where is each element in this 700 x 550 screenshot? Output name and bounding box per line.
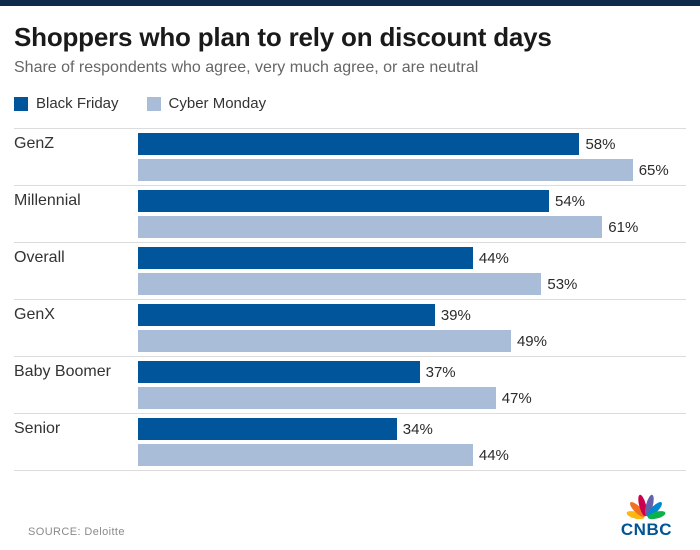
bar-line: 61% bbox=[138, 216, 686, 238]
bar-value-label: 44% bbox=[478, 446, 509, 464]
cnbc-wordmark: CNBC bbox=[620, 520, 672, 539]
bar-value-label: 54% bbox=[555, 192, 586, 210]
content: Shoppers who plan to rely on discount da… bbox=[0, 6, 700, 550]
legend: Black Friday Cyber Monday bbox=[14, 95, 686, 112]
black-friday-swatch bbox=[14, 96, 28, 111]
bar-value-label: 44% bbox=[478, 249, 509, 267]
black-friday-bar bbox=[138, 361, 420, 383]
black-friday-bar bbox=[138, 418, 397, 440]
bar-group: 37% 47% bbox=[138, 361, 686, 409]
bar-line: 47% bbox=[138, 387, 686, 409]
cnbc-peacock-icon bbox=[627, 494, 666, 520]
bar-value-label: 53% bbox=[547, 275, 578, 293]
bar-value-label: 47% bbox=[501, 389, 532, 407]
category-label: Baby Boomer bbox=[14, 363, 111, 380]
bar-value-label: 65% bbox=[638, 161, 669, 179]
bar-group: 44% 53% bbox=[138, 247, 686, 295]
bar-line: 34% bbox=[138, 418, 686, 440]
top-accent-bar bbox=[0, 0, 700, 6]
cnbc-brand: CNBC bbox=[621, 492, 672, 538]
bar-line: 44% bbox=[138, 444, 686, 466]
black-friday-bar bbox=[138, 304, 435, 326]
bar-group: 39% 49% bbox=[138, 304, 686, 352]
bar-line: 37% bbox=[138, 361, 686, 383]
chart-row: Millennial 54% 61% bbox=[14, 185, 686, 242]
chart-subtitle: Share of respondents who agree, very muc… bbox=[14, 59, 479, 76]
cyber-monday-bar bbox=[138, 330, 511, 352]
category-label: Senior bbox=[14, 420, 61, 437]
bar-value-label: 61% bbox=[608, 218, 639, 236]
cyber-monday-bar bbox=[138, 159, 633, 181]
cyber-monday-bar bbox=[138, 273, 542, 295]
bar-value-label: 49% bbox=[516, 332, 547, 350]
bar-group: 58% 65% bbox=[138, 133, 686, 181]
source-note: SOURCE: Deloitte bbox=[28, 526, 125, 538]
legend-label: Black Friday bbox=[36, 95, 119, 112]
bar-group: 54% 61% bbox=[138, 190, 686, 238]
chart-rows: GenZ 58% 65% Millennial 54% 61% Overall 44% 53% G… bbox=[14, 128, 686, 471]
bar-line: 39% bbox=[138, 304, 686, 326]
black-friday-bar bbox=[138, 190, 549, 212]
page-title: Shoppers who plan to rely on discount da… bbox=[14, 22, 552, 52]
cyber-monday-bar bbox=[138, 387, 496, 409]
cyber-monday-swatch bbox=[146, 96, 161, 111]
bar-value-label: 58% bbox=[585, 135, 616, 153]
bar-value-label: 34% bbox=[402, 420, 433, 438]
legend-item-cyber-monday: Cyber Monday bbox=[146, 95, 267, 112]
cyber-monday-bar bbox=[138, 216, 603, 238]
category-label: Millennial bbox=[14, 192, 81, 209]
legend-item-black-friday: Black Friday bbox=[14, 95, 119, 112]
chart-row: Overall 44% 53% bbox=[14, 242, 686, 299]
category-label: GenX bbox=[14, 306, 55, 323]
chart-row: Senior 34% 44% bbox=[14, 413, 686, 470]
chart-row: GenX 39% 49% bbox=[14, 299, 686, 356]
bar-group: 34% 44% bbox=[138, 418, 686, 466]
category-label: Overall bbox=[14, 249, 65, 266]
bar-line: 54% bbox=[138, 190, 686, 212]
bar-value-label: 37% bbox=[425, 363, 456, 381]
bar-line: 44% bbox=[138, 247, 686, 269]
bar-chart: GenZ 58% 65% Millennial 54% 61% Overall 44% 53% G… bbox=[14, 128, 686, 471]
source-value: Deloitte bbox=[84, 526, 125, 538]
cyber-monday-bar bbox=[138, 444, 473, 466]
bar-value-label: 39% bbox=[440, 306, 471, 324]
chart-row: GenZ 58% 65% bbox=[14, 128, 686, 185]
bar-line: 58% bbox=[138, 133, 686, 155]
bar-line: 65% bbox=[138, 159, 686, 181]
legend-label: Cyber Monday bbox=[168, 95, 267, 112]
source-label: SOURCE: bbox=[28, 526, 81, 538]
black-friday-bar bbox=[138, 133, 580, 155]
bar-line: 53% bbox=[138, 273, 686, 295]
bar-line: 49% bbox=[138, 330, 686, 352]
chart-row: Baby Boomer 37% 47% bbox=[14, 356, 686, 413]
black-friday-bar bbox=[138, 247, 473, 269]
footer: SOURCE: Deloitte CNBC bbox=[14, 492, 686, 550]
category-label: GenZ bbox=[14, 135, 55, 152]
